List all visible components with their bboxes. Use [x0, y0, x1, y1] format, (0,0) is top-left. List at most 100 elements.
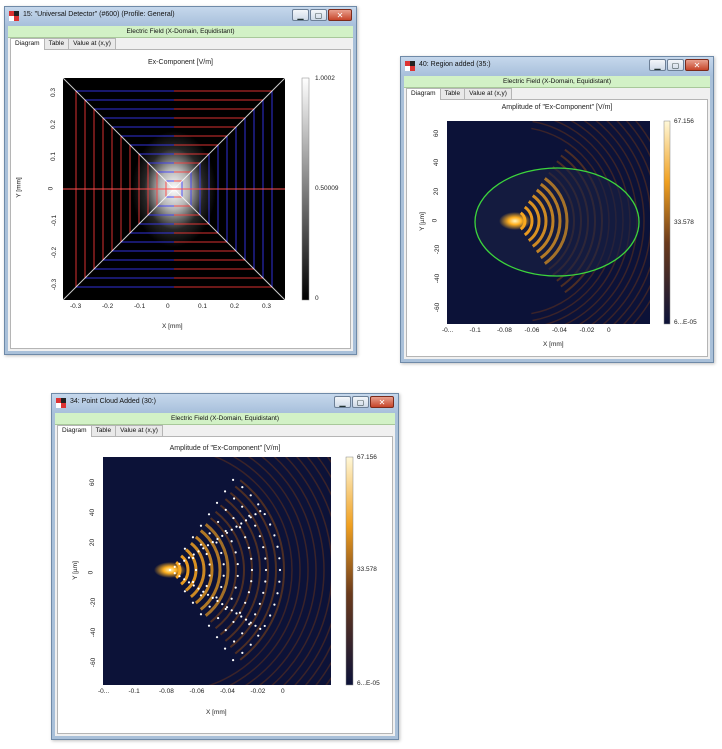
maximize-button[interactable]: ▢: [352, 396, 369, 408]
minimize-button[interactable]: ▁: [334, 396, 351, 408]
cloud-point: [250, 580, 253, 583]
cloud-point: [264, 557, 267, 560]
fringe-arc: [224, 498, 261, 642]
cloud-point: [278, 557, 281, 560]
window-title: 15: "Universal Detector" (#600) (Profile…: [23, 11, 175, 18]
tab-bar: Diagram Table Value at (x,y): [10, 38, 116, 50]
plot-area[interactable]: [407, 100, 709, 360]
tab-value-at[interactable]: Value at (x,y): [68, 38, 116, 49]
cloud-point: [191, 556, 195, 560]
detector-window[interactable]: 15: "Universal Detector" (#600) (Profile…: [4, 6, 357, 355]
cloud-point: [234, 586, 237, 589]
window-title: 40: Region added (35:): [419, 61, 491, 68]
cloud-point: [192, 584, 195, 587]
colorbar-min-label: 6...E-05: [357, 680, 380, 687]
x-tick-label: 0: [607, 327, 611, 334]
region-window[interactable]: 40: Region added (35:) ▁ ▢ ✕ Electric Fi…: [400, 56, 714, 363]
cloud-point: [224, 529, 227, 533]
maximize-button[interactable]: ▢: [667, 59, 684, 71]
tab-bar: Diagram Table Value at (x,y): [57, 425, 163, 437]
fringe-arc: [180, 554, 190, 586]
cloud-point: [191, 536, 195, 539]
x-tick-label: -0.1: [134, 303, 146, 310]
y-tick-label: 0: [47, 186, 55, 191]
maximize-button[interactable]: ▢: [310, 9, 327, 21]
fringe-arc: [258, 457, 317, 685]
cloud-point: [257, 634, 260, 637]
cloud-point: [215, 501, 219, 504]
close-button[interactable]: ✕: [370, 396, 394, 408]
tab-table[interactable]: Table: [439, 88, 466, 99]
close-button[interactable]: ✕: [685, 59, 709, 71]
minimize-button[interactable]: ▁: [292, 9, 309, 21]
fringe-arc: [189, 542, 206, 598]
plot-area[interactable]: [58, 437, 394, 737]
cloud-point: [205, 584, 208, 588]
maximize-icon: ▢: [671, 61, 680, 70]
cloud-point: [221, 603, 224, 606]
close-button[interactable]: ✕: [328, 9, 352, 21]
cloud-point: [263, 512, 266, 516]
polarization-lines: [75, 90, 273, 288]
tab-diagram[interactable]: Diagram: [406, 88, 441, 100]
cloud-point: [183, 578, 186, 581]
field-header: Electric Field (X-Domain, Equidistant): [404, 76, 710, 88]
cloud-point: [208, 574, 211, 577]
y-tick-label: -60: [90, 657, 98, 668]
point-cloud-window[interactable]: 34: Point Cloud Added (30:) ▁ ▢ ✕ Electr…: [51, 393, 399, 740]
minimize-icon: ▁: [339, 398, 346, 407]
cloud-point: [276, 545, 279, 548]
cloud-point: [224, 607, 227, 611]
tab-table[interactable]: Table: [90, 425, 117, 436]
x-tick-label: -0.02: [250, 688, 266, 695]
cloud-point: [223, 647, 227, 650]
title-bar[interactable]: 15: "Universal Detector" (#600) (Profile…: [5, 7, 356, 26]
cloud-point: [244, 536, 247, 539]
window-app-icon: [9, 11, 19, 21]
tab-table[interactable]: Table: [43, 38, 70, 49]
point-cloud: [168, 478, 282, 662]
region-ellipse[interactable]: [474, 167, 640, 277]
cloud-point: [278, 568, 282, 572]
cloud-point: [199, 613, 203, 616]
cloud-point: [269, 614, 272, 617]
cloud-point: [238, 611, 242, 614]
y-tick-label: -0.2: [51, 246, 59, 259]
cloud-point: [273, 603, 276, 606]
fringe-arc: [531, 194, 548, 248]
tab-value-at[interactable]: Value at (x,y): [115, 425, 163, 436]
maximize-icon: ▢: [314, 11, 323, 20]
minimize-button[interactable]: ▁: [649, 59, 666, 71]
tab-diagram[interactable]: Diagram: [10, 38, 45, 50]
cloud-point: [249, 643, 252, 646]
y-tick-label: -20: [434, 244, 442, 255]
cloud-point: [206, 593, 210, 596]
fringe-arc: [228, 457, 301, 685]
tab-diagram[interactable]: Diagram: [57, 425, 92, 437]
plot-area[interactable]: [11, 50, 356, 350]
title-bar[interactable]: 34: Point Cloud Added (30:) ▁ ▢ ✕: [52, 394, 398, 413]
plot-title: Ex-Component [V/m]: [148, 59, 213, 66]
colorbar-mid-label: 33.578: [357, 566, 377, 573]
colorbar-mid-label: 33.578: [674, 219, 694, 226]
cloud-point: [244, 601, 247, 604]
window-client: Electric Field (X-Domain, Equidistant) D…: [55, 413, 395, 736]
cloud-point: [222, 563, 225, 566]
cloud-point: [244, 519, 248, 522]
cloud-point: [241, 505, 244, 508]
y-tick-label: 60: [433, 129, 441, 138]
x-axis-label: X [mm]: [206, 709, 227, 716]
cloud-point: [215, 636, 219, 639]
cloud-point: [222, 574, 225, 577]
cloud-point: [199, 594, 203, 597]
cloud-point: [247, 546, 251, 549]
title-bar[interactable]: 40: Region added (35:) ▁ ▢ ✕: [401, 57, 713, 76]
cloud-point: [211, 596, 214, 599]
x-axis-label: X [mm]: [162, 323, 183, 330]
y-axis-label: Y [µm]: [418, 212, 426, 231]
cloud-point: [250, 568, 254, 572]
fringe-arc: [208, 457, 293, 685]
tab-value-at[interactable]: Value at (x,y): [464, 88, 512, 99]
fringe-arc: [234, 485, 277, 655]
minimize-icon: ▁: [297, 11, 304, 20]
